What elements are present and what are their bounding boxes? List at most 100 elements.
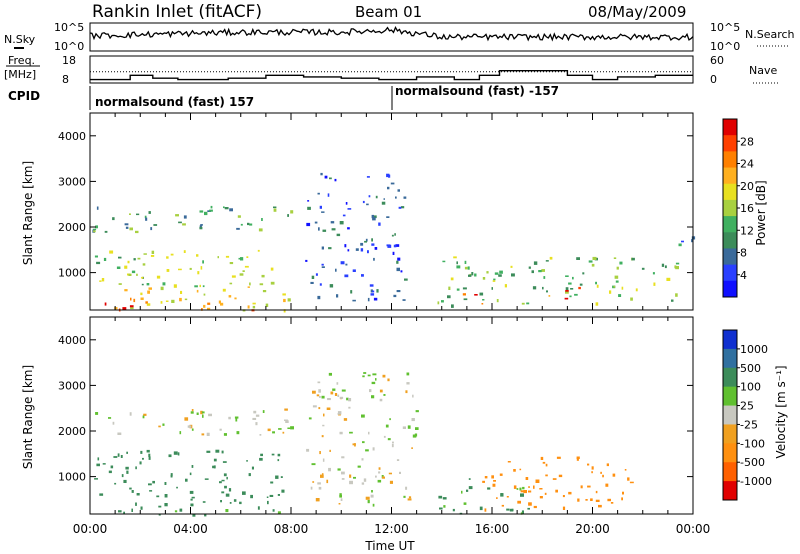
echo-cell (499, 270, 503, 274)
echo-cell (441, 300, 444, 303)
echo-cell (373, 297, 378, 301)
echo-cell (319, 205, 322, 209)
echo-cell (595, 302, 599, 306)
echo-cell (312, 405, 317, 408)
echo-cell (146, 283, 150, 286)
echo-cell (184, 417, 189, 421)
echo-cell (565, 290, 569, 292)
echo-cell (202, 285, 205, 288)
echo-cell (375, 378, 377, 381)
echo-cell (362, 375, 365, 378)
echo-cell (114, 307, 118, 310)
beam-title: Beam 01 (355, 3, 422, 21)
echo-cell (522, 486, 525, 490)
echo-cell (320, 474, 324, 478)
echo-cell (511, 273, 515, 277)
echo-cell (339, 396, 344, 399)
echo-cell (182, 223, 186, 226)
echo-cell (326, 479, 329, 484)
echo-cell (542, 286, 544, 290)
power-x-ticks (89, 113, 694, 310)
echo-cell (415, 427, 419, 430)
echo-region (548, 286, 581, 300)
echo-region (118, 500, 281, 517)
echo-cell (321, 263, 324, 266)
echo-cell (411, 447, 413, 449)
colorbar-segment (723, 443, 737, 463)
echo-cell (183, 215, 187, 219)
echo-cell (253, 410, 257, 414)
nsky-right-tick-top: 10^5 (710, 21, 740, 34)
echo-cell (456, 288, 460, 291)
echo-cell (261, 274, 265, 278)
echo-region (306, 372, 419, 507)
nsky-right-tick-bottom: 10^0 (710, 40, 740, 53)
echo-region (305, 172, 408, 302)
echo-cell (570, 288, 574, 290)
echo-cell (249, 223, 253, 226)
echo-cell (361, 414, 365, 418)
echo-cell (367, 374, 371, 377)
echo-cell (391, 234, 394, 237)
echo-cell (526, 302, 530, 305)
echo-cell (307, 200, 310, 202)
echo-cell (199, 210, 204, 213)
echo-cell (479, 292, 484, 296)
echo-cell (397, 189, 400, 192)
echo-cell (170, 473, 173, 477)
echo-cell (203, 293, 206, 296)
echo-cell (661, 263, 665, 267)
freq-left-tick-bottom: 8 (62, 73, 69, 86)
echo-cell (137, 257, 141, 260)
echo-cell (393, 294, 397, 298)
echo-cell (135, 230, 139, 234)
echo-cell (156, 495, 160, 498)
velocity-ylabel: Slant Range [km] (21, 365, 35, 469)
echo-cell (504, 284, 507, 288)
echo-cell (596, 284, 599, 288)
freq-unit-label: [MHz] (4, 68, 36, 81)
echo-cell (618, 294, 622, 297)
echo-cell (402, 426, 406, 429)
echo-cell (118, 510, 122, 513)
echo-cell (521, 302, 525, 305)
echo-cell (226, 476, 228, 480)
echo-cell (321, 246, 324, 250)
echo-cell (239, 501, 242, 505)
echo-cell (681, 240, 684, 243)
echo-cell (533, 485, 535, 489)
echo-cell (507, 461, 511, 463)
echo-cell (405, 390, 408, 394)
echo-cell (219, 428, 222, 431)
echo-cell (130, 307, 134, 310)
echo-cell (372, 290, 375, 293)
echo-cell (587, 485, 591, 488)
echo-cell (259, 283, 264, 286)
velocity-colorbar-label: Velocity [m s⁻¹] (774, 365, 788, 458)
echo-cell (233, 499, 237, 502)
echo-cell (383, 198, 385, 200)
echo-cell (273, 208, 277, 212)
echo-cell (257, 506, 260, 510)
echo-cell (371, 243, 375, 246)
echo-cell (267, 428, 271, 432)
echo-cell (371, 395, 375, 399)
echo-cell (140, 450, 143, 454)
echo-cell (382, 374, 386, 378)
echo-cell (396, 267, 400, 272)
echo-cell (370, 293, 375, 296)
echo-cell (336, 382, 339, 385)
echo-cell (464, 260, 467, 264)
echo-region (437, 256, 680, 308)
echo-cell (412, 394, 414, 398)
echo-cell (362, 441, 365, 444)
echo-cell (463, 502, 467, 505)
echo-cell (624, 469, 627, 471)
echo-cell (95, 412, 99, 415)
echo-cell (443, 505, 446, 508)
colorbar-tick-label: 8 (740, 247, 747, 260)
y-tick-label: 4000 (58, 130, 86, 143)
echo-cell (262, 290, 267, 293)
echo-cell (395, 244, 400, 247)
